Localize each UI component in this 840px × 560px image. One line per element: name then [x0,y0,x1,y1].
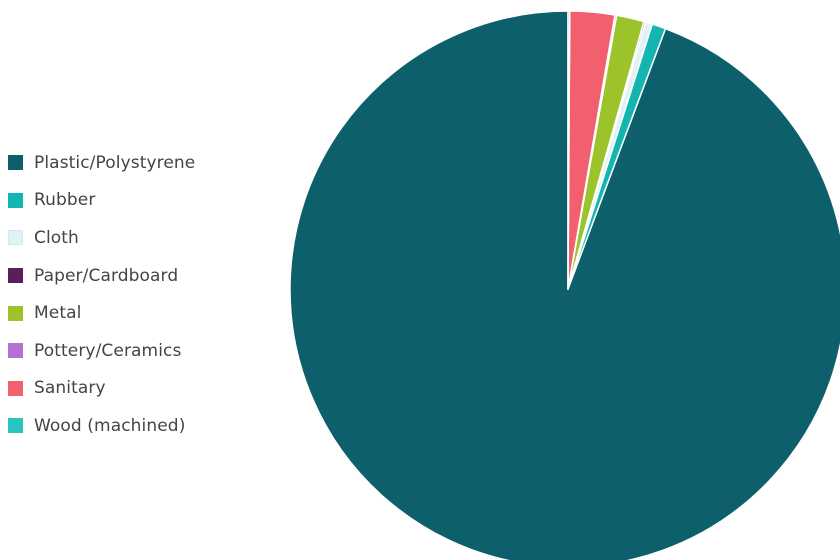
legend-swatch [8,343,23,359]
legend-label: Pottery/Ceramics [34,340,182,361]
legend-swatch [8,230,23,246]
legend-swatch [8,155,23,171]
legend-item-cloth[interactable]: Cloth [8,219,195,257]
legend-item-paper-cardboard[interactable]: Paper/Cardboard [8,257,195,295]
pie-slice-wood-machined[interactable] [567,10,571,290]
legend-item-metal[interactable]: Metal [8,294,195,332]
legend-label: Cloth [34,227,79,248]
legend-label: Wood (machined) [34,415,186,436]
legend-label: Metal [34,303,82,324]
legend-item-sanitary[interactable]: Sanitary [8,370,195,408]
legend-swatch [8,418,23,434]
legend-item-wood-machined[interactable]: Wood (machined) [8,407,195,445]
legend-swatch [8,380,23,396]
legend: Plastic/Polystyrene Rubber Cloth Paper/Card… [8,144,195,445]
legend-item-pottery-ceramics[interactable]: Pottery/Ceramics [8,332,195,370]
legend-label: Plastic/Polystyrene [34,152,196,173]
legend-label: Rubber [34,190,96,211]
legend-swatch [8,268,23,284]
legend-swatch [8,305,23,321]
legend-label: Paper/Cardboard [34,265,179,286]
legend-swatch [8,192,23,208]
legend-item-rubber[interactable]: Rubber [8,182,195,220]
pie-slice-plastic-polystyrene[interactable] [289,10,840,560]
legend-item-plastic-polystyrene[interactable]: Plastic/Polystyrene [8,144,195,182]
legend-label: Sanitary [34,378,106,399]
